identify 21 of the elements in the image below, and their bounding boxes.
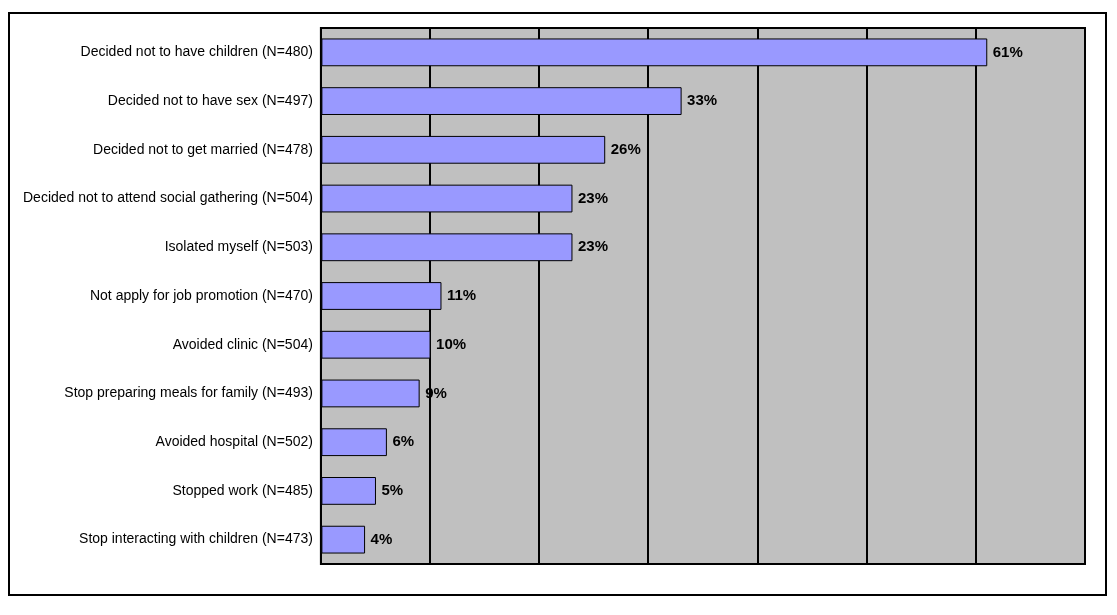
- data-label: 26%: [610, 139, 641, 157]
- data-label: 10%: [436, 334, 467, 352]
- y-tick-label: Isolated myself (N=503): [164, 238, 313, 255]
- data-label: 4%: [370, 529, 393, 547]
- y-tick-label: Not apply for job promotion (N=470): [89, 286, 313, 303]
- data-label: 5%: [381, 481, 404, 499]
- y-tick-label: Decided not to have children (N=480): [80, 43, 313, 60]
- data-label: 6%: [392, 432, 415, 450]
- y-tick-label: Decided not to get married (N=478): [93, 140, 313, 157]
- data-label: 61%: [992, 42, 1023, 60]
- data-label: 23%: [577, 188, 608, 206]
- y-tick-label: Stop preparing meals for family (N=493): [64, 384, 313, 401]
- y-tick-label: Stopped work (N=485): [172, 481, 313, 498]
- y-tick-label: Decided not to attend social gathering (N=504): [23, 189, 313, 206]
- y-tick-label: Avoided hospital (N=502): [155, 433, 313, 450]
- y-tick-label: Stop interacting with children (N=473): [79, 530, 313, 547]
- data-label: 11%: [446, 286, 477, 304]
- data-label: 33%: [687, 91, 718, 109]
- y-tick-label: Avoided clinic (N=504): [172, 335, 313, 352]
- y-tick-label: Decided not to have sex (N=497): [107, 91, 313, 108]
- data-label: 23%: [577, 237, 608, 255]
